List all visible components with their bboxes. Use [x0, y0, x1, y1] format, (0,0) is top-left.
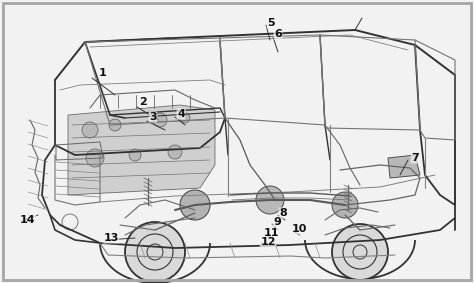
Circle shape — [82, 122, 98, 138]
Text: 12: 12 — [260, 237, 276, 247]
Text: 9: 9 — [273, 217, 281, 227]
Text: 5: 5 — [267, 18, 275, 28]
Circle shape — [332, 192, 358, 218]
Text: 14: 14 — [20, 215, 36, 225]
Circle shape — [180, 113, 190, 123]
Circle shape — [180, 190, 210, 220]
Circle shape — [332, 224, 388, 280]
Text: 3: 3 — [149, 112, 157, 122]
Text: 13: 13 — [103, 233, 118, 243]
Text: 11: 11 — [263, 228, 279, 238]
Circle shape — [153, 113, 167, 127]
Text: 1: 1 — [99, 68, 107, 78]
Circle shape — [109, 119, 121, 131]
Circle shape — [86, 149, 104, 167]
Text: 10: 10 — [292, 224, 307, 234]
Polygon shape — [68, 105, 215, 195]
Text: 6: 6 — [274, 29, 282, 39]
Polygon shape — [388, 155, 420, 178]
Circle shape — [125, 222, 185, 282]
Circle shape — [168, 145, 182, 159]
Text: 8: 8 — [279, 208, 287, 218]
Text: 7: 7 — [411, 153, 419, 163]
Circle shape — [129, 149, 141, 161]
Text: 2: 2 — [139, 97, 147, 107]
Circle shape — [256, 186, 284, 214]
Text: 4: 4 — [177, 109, 185, 119]
